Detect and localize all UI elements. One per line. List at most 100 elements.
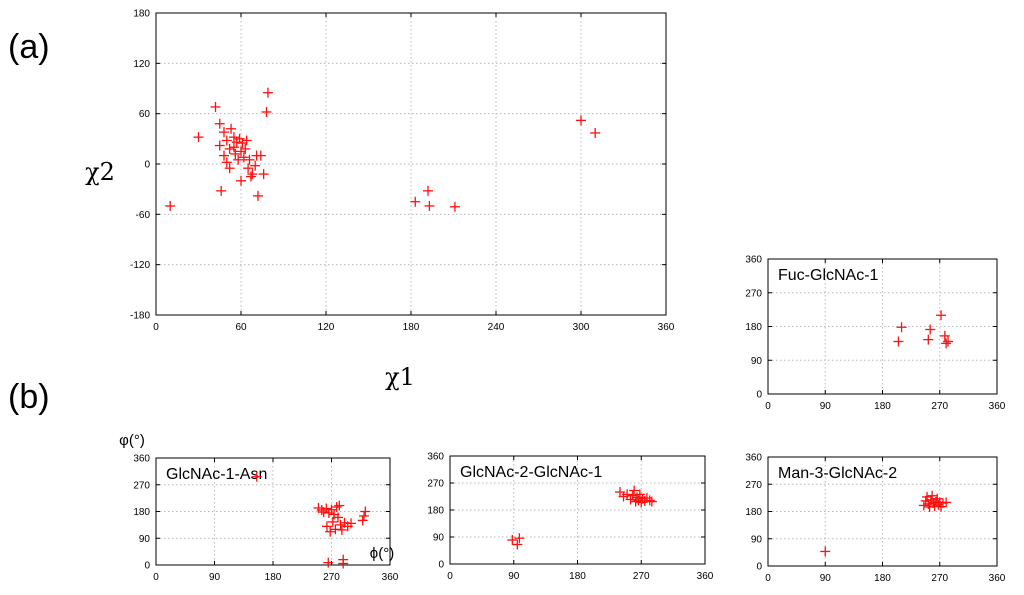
data-point bbox=[224, 143, 235, 154]
chart-title: Man-3-GlcNAc-2 bbox=[778, 465, 897, 482]
data-point bbox=[336, 524, 347, 535]
x-tick-label: 0 bbox=[447, 571, 453, 582]
data-point bbox=[245, 171, 256, 182]
data-point bbox=[233, 154, 244, 165]
y-tick-label: 180 bbox=[427, 506, 444, 517]
y-tick-label: 360 bbox=[427, 452, 444, 463]
x-tick-label: 180 bbox=[874, 573, 891, 584]
data-point bbox=[325, 526, 336, 537]
data-point bbox=[237, 138, 248, 149]
data-point bbox=[590, 127, 601, 138]
data-point bbox=[216, 185, 227, 196]
data-point bbox=[219, 150, 229, 161]
data-point bbox=[933, 499, 944, 510]
data-point bbox=[219, 127, 229, 138]
data-point bbox=[941, 338, 952, 349]
data-point bbox=[331, 502, 342, 513]
data-point bbox=[514, 533, 525, 544]
data-point bbox=[359, 510, 369, 521]
fuc-glcnac-1-scatter-plot: 0 90 180 270 360 0 90 180 270 360 Fuc-GlcNAc-1 bbox=[745, 255, 1005, 413]
data-point bbox=[224, 163, 235, 174]
x-tick-label: 90 bbox=[508, 571, 520, 582]
data-point bbox=[247, 169, 258, 180]
y-tick-label: 120 bbox=[133, 59, 150, 70]
data-point bbox=[165, 200, 176, 211]
data-point bbox=[423, 185, 433, 196]
y-tick-label: 360 bbox=[745, 255, 762, 266]
chart-title: Fuc-GlcNAc-1 bbox=[778, 267, 879, 284]
y-tick-label: 0 bbox=[144, 561, 150, 572]
data-point bbox=[214, 118, 225, 129]
data-point bbox=[221, 135, 232, 146]
data-point bbox=[923, 334, 934, 345]
x-tick-label: 270 bbox=[931, 573, 948, 584]
data-point bbox=[449, 201, 460, 212]
data-point bbox=[893, 336, 904, 347]
x-tick-label: 360 bbox=[989, 401, 1006, 412]
x-tick-label: 270 bbox=[633, 571, 650, 582]
data-point bbox=[410, 196, 421, 207]
chi-scatter-plot: 0 60 120 180 240 300 360 -180 -120 -60 0 60 120 180 χ1… bbox=[85, 9, 675, 392]
y-tick-label: 360 bbox=[133, 454, 150, 465]
panel-label-b: (b) bbox=[8, 378, 50, 416]
x-tick-label: 270 bbox=[931, 401, 948, 412]
x-tick-label: 180 bbox=[874, 401, 891, 412]
data-point bbox=[896, 322, 907, 333]
y-tick-label: 270 bbox=[427, 479, 444, 490]
data-point bbox=[512, 539, 523, 550]
data-point bbox=[629, 485, 640, 496]
data-point bbox=[321, 521, 332, 532]
y-axis-label: χ2 bbox=[85, 158, 115, 186]
y-tick-label: -180 bbox=[130, 311, 150, 322]
data-point bbox=[214, 140, 225, 151]
data-point bbox=[251, 471, 262, 482]
x-tick-label: 360 bbox=[658, 322, 675, 333]
data-point bbox=[424, 200, 435, 211]
y-tick-label: 90 bbox=[751, 534, 763, 545]
data-point bbox=[644, 495, 655, 506]
data-point bbox=[927, 490, 938, 501]
x-tick-label: 270 bbox=[323, 572, 340, 583]
data-point bbox=[241, 135, 252, 146]
y-tick-label: 0 bbox=[756, 390, 762, 401]
data-point bbox=[226, 123, 237, 134]
data-point bbox=[240, 143, 251, 154]
y-tick-label: 0 bbox=[756, 562, 762, 573]
data-point bbox=[338, 554, 349, 565]
data-point bbox=[357, 515, 368, 526]
data-point bbox=[918, 500, 929, 511]
x-tick-label: 60 bbox=[235, 322, 247, 333]
data-point bbox=[334, 500, 345, 511]
data-point bbox=[238, 152, 249, 163]
x-axis-label: ϕ(°) bbox=[370, 545, 394, 562]
y-tick-label: 90 bbox=[433, 533, 445, 544]
y-tick-label: 180 bbox=[745, 322, 762, 333]
data-point bbox=[244, 154, 255, 165]
x-tick-label: 0 bbox=[153, 572, 159, 583]
man-3-glcnac-2-scatter-plot: 0 90 180 270 360 0 90 180 270 360 Man-3-GlcNAc-2 bbox=[745, 453, 1005, 585]
data-point bbox=[250, 160, 261, 171]
x-tick-label: 180 bbox=[569, 571, 586, 582]
x-tick-label: 0 bbox=[765, 401, 771, 412]
data-point bbox=[646, 496, 657, 507]
data-point bbox=[326, 504, 337, 515]
x-tick-label: 360 bbox=[989, 573, 1006, 584]
data-point bbox=[323, 557, 334, 568]
data-point bbox=[820, 546, 831, 557]
y-tick-label: 270 bbox=[745, 480, 762, 491]
y-tick-label: 270 bbox=[133, 480, 150, 491]
y-axis-label: φ(°) bbox=[119, 432, 145, 449]
data-point bbox=[228, 142, 239, 153]
data-point bbox=[258, 169, 269, 180]
data-point bbox=[360, 506, 371, 517]
y-tick-label: 180 bbox=[745, 507, 762, 518]
data-point bbox=[236, 175, 246, 186]
data-point bbox=[262, 87, 273, 98]
x-tick-label: 90 bbox=[820, 401, 832, 412]
panel-label-a: (a) bbox=[8, 28, 50, 66]
data-point bbox=[253, 190, 263, 201]
data-point bbox=[228, 132, 239, 143]
data-point bbox=[333, 512, 343, 523]
chart-title: GlcNAc-2-GlcNAc-1 bbox=[460, 464, 602, 481]
